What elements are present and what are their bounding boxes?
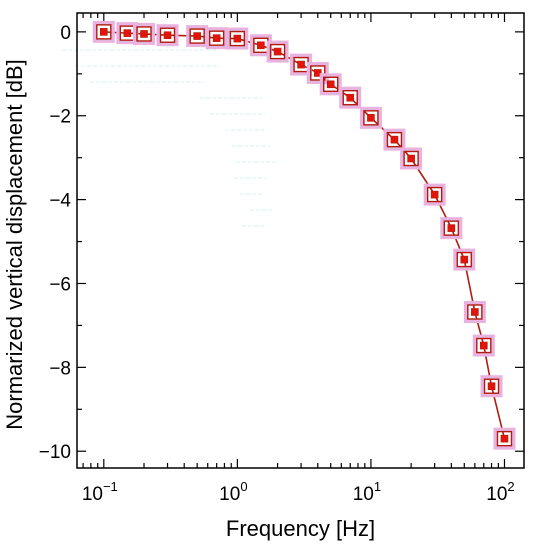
data-point [297,60,305,69]
x-tick-base: 10 [82,484,103,505]
data-point-outline [159,27,176,43]
x-tick-base: 10 [219,484,240,505]
y-axis-title: Normarized vertical displacement [dB] [2,59,27,429]
y-tick-label: −4 [49,191,71,212]
data-point [193,32,201,40]
data-point-halo [493,427,516,450]
data-point [430,190,439,199]
data-point-outline [426,186,443,203]
data-point [313,69,322,77]
y-tick-label: 0 [60,23,71,44]
y-tick-label: −2 [49,107,71,128]
data-point [471,308,479,316]
data-point [257,41,265,50]
data-point-outline [467,304,483,320]
y-axis-tick-labels: 0 −2 −4 −6 −8 −10 [39,23,72,463]
data-point-outline [208,30,225,46]
data-point-halo [383,128,406,151]
data-point [273,47,282,56]
data-point-halo [319,73,342,96]
data-point-outline [496,430,513,447]
x-tick-base: 10 [353,484,374,505]
y-tick-label: −8 [49,358,71,379]
data-point-halo [205,27,228,50]
data-point [487,382,496,391]
data-point-outline [386,131,403,148]
x-axis-tick-labels: 10−1 100 101 102 [82,479,515,505]
data-point [346,93,355,102]
data-point [140,30,148,38]
data-point [212,34,221,42]
y-tick-label: −10 [39,442,71,463]
data-point [100,28,108,36]
x-axis-ticks [82,13,506,468]
x-tick-label: 102 [486,479,514,505]
x-tick-exponent: −1 [103,479,118,494]
data-point-halo [156,24,179,47]
data-point-halo [463,301,486,323]
data-point-halo [472,334,495,357]
data-point [233,34,242,43]
data-point-halo [266,40,289,63]
data-point [447,224,456,232]
data-point [390,135,399,144]
data-point [500,434,509,443]
x-tick-label: 100 [219,479,247,505]
data-point [326,80,335,89]
y-tick-label: −6 [49,274,71,295]
data-point-outline [229,30,246,47]
data-point-outline [189,28,205,44]
data-point-halo [92,20,115,43]
data-point-outline [403,150,419,167]
data-point-outline [96,24,112,40]
data-point [123,29,132,37]
y-axis-ticks [77,31,524,452]
x-axis-title: Frequency [Hz] [226,516,375,541]
data-point [367,114,375,122]
data-point-outline [342,90,358,106]
data-point-outline [310,65,326,81]
data-point [479,341,488,350]
data-point-halo [453,248,476,271]
data-point-halo [480,375,503,398]
data-point-outline [363,110,379,126]
background-watermark-lines [62,49,278,227]
data-point-outline [269,43,286,60]
data-point [407,154,415,163]
data-point-outline [456,251,472,268]
series-layer [92,20,516,450]
data-point-outline [476,337,492,354]
data-point [163,31,172,40]
data-point-halo [133,22,156,45]
x-tick-base: 10 [486,484,507,505]
data-point-halo [359,106,382,129]
x-tick-exponent: 2 [507,479,514,494]
data-point-halo [423,183,446,206]
data-point-outline [136,26,152,42]
data-point [460,255,469,264]
data-point-halo [339,86,362,109]
data-point-halo [440,217,463,240]
x-tick-label: 101 [353,479,381,505]
data-point-outline [443,220,460,236]
data-point-halo [226,27,249,50]
data-point-outline [323,76,339,92]
x-tick-exponent: 0 [240,479,247,494]
data-point-halo [400,147,423,170]
x-tick-label: 10−1 [82,479,118,505]
data-point-outline [483,378,500,394]
x-tick-exponent: 1 [374,479,381,494]
data-point-halo [306,61,329,84]
